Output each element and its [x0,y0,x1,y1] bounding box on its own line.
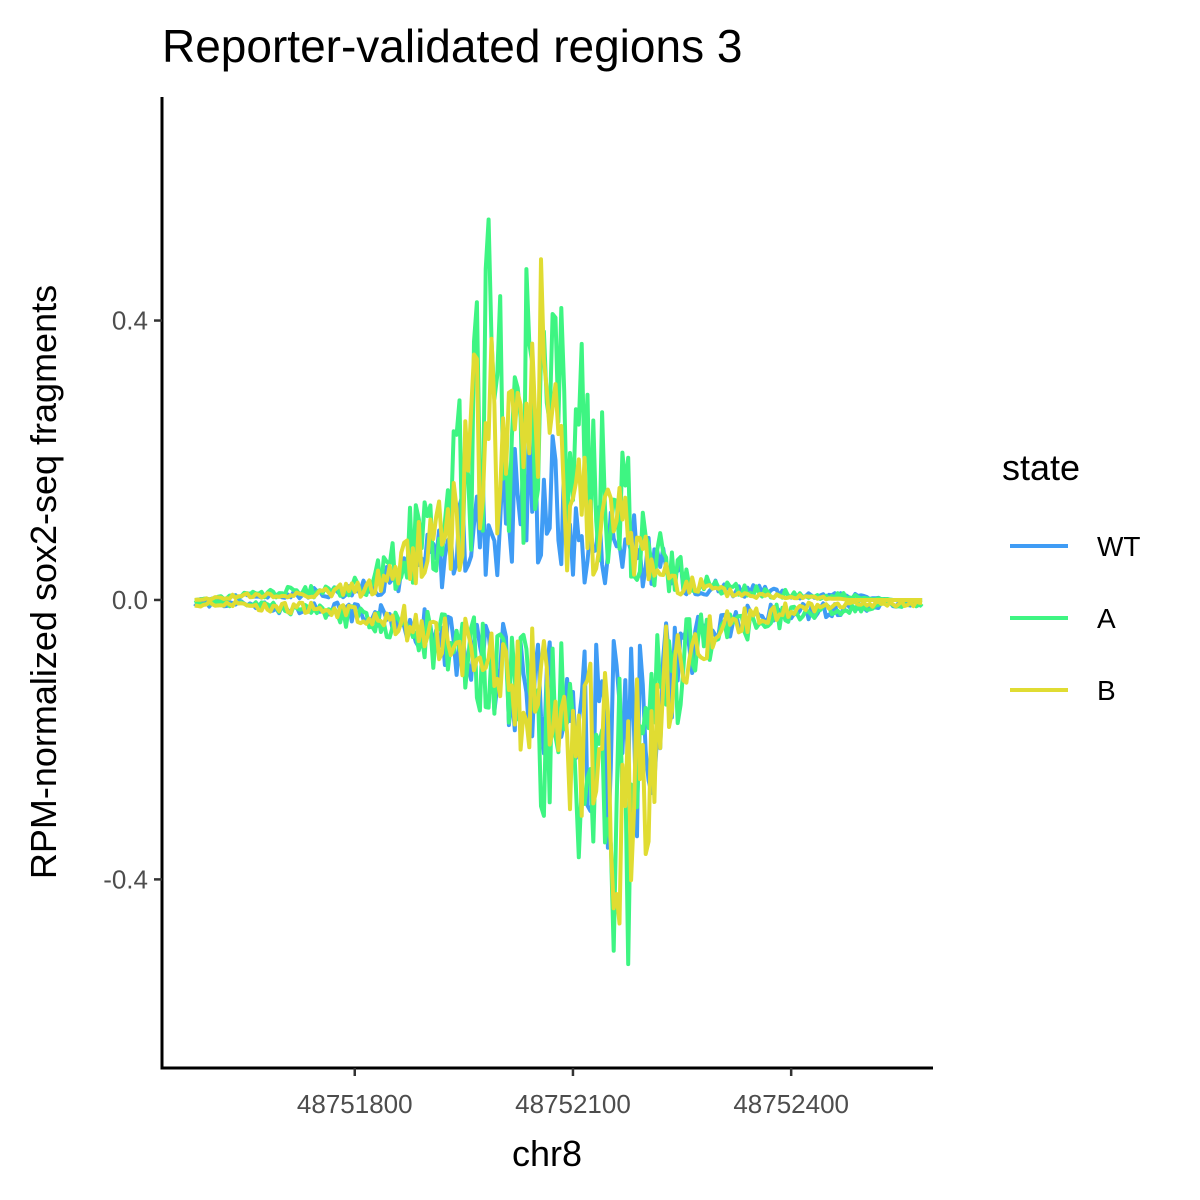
y-tick-label: 0.4 [112,306,148,336]
legend-label-b: B [1097,675,1116,706]
legend-title: state [1002,447,1080,488]
x-tick-label: 48752100 [515,1089,631,1119]
legend-label-wt: WT [1097,531,1141,562]
series-wt-upper-line [194,425,923,602]
x-axis-title: chr8 [512,1133,582,1174]
series-layer [193,217,924,967]
x-tick-label: 48752400 [733,1089,849,1119]
legend-label-a: A [1097,603,1116,634]
y-ticks: 0.4 0.0 -0.4 [103,306,162,894]
x-ticks: 48751800 48752100 48752400 [297,1068,849,1119]
x-tick-label: 48751800 [297,1089,413,1119]
series-a-lower-line [193,599,924,967]
legend-entries: WT A B [1010,531,1141,706]
y-tick-label: 0.0 [112,585,148,615]
series-b-upper-line [194,257,923,602]
y-tick-label: -0.4 [103,864,148,894]
series-b-lower-line [194,599,923,926]
chart-title: Reporter-validated regions 3 [162,20,742,72]
y-axis-title: RPM-normalized sox2-seq fragments [23,285,64,879]
legend: state WT A B [1002,447,1141,706]
